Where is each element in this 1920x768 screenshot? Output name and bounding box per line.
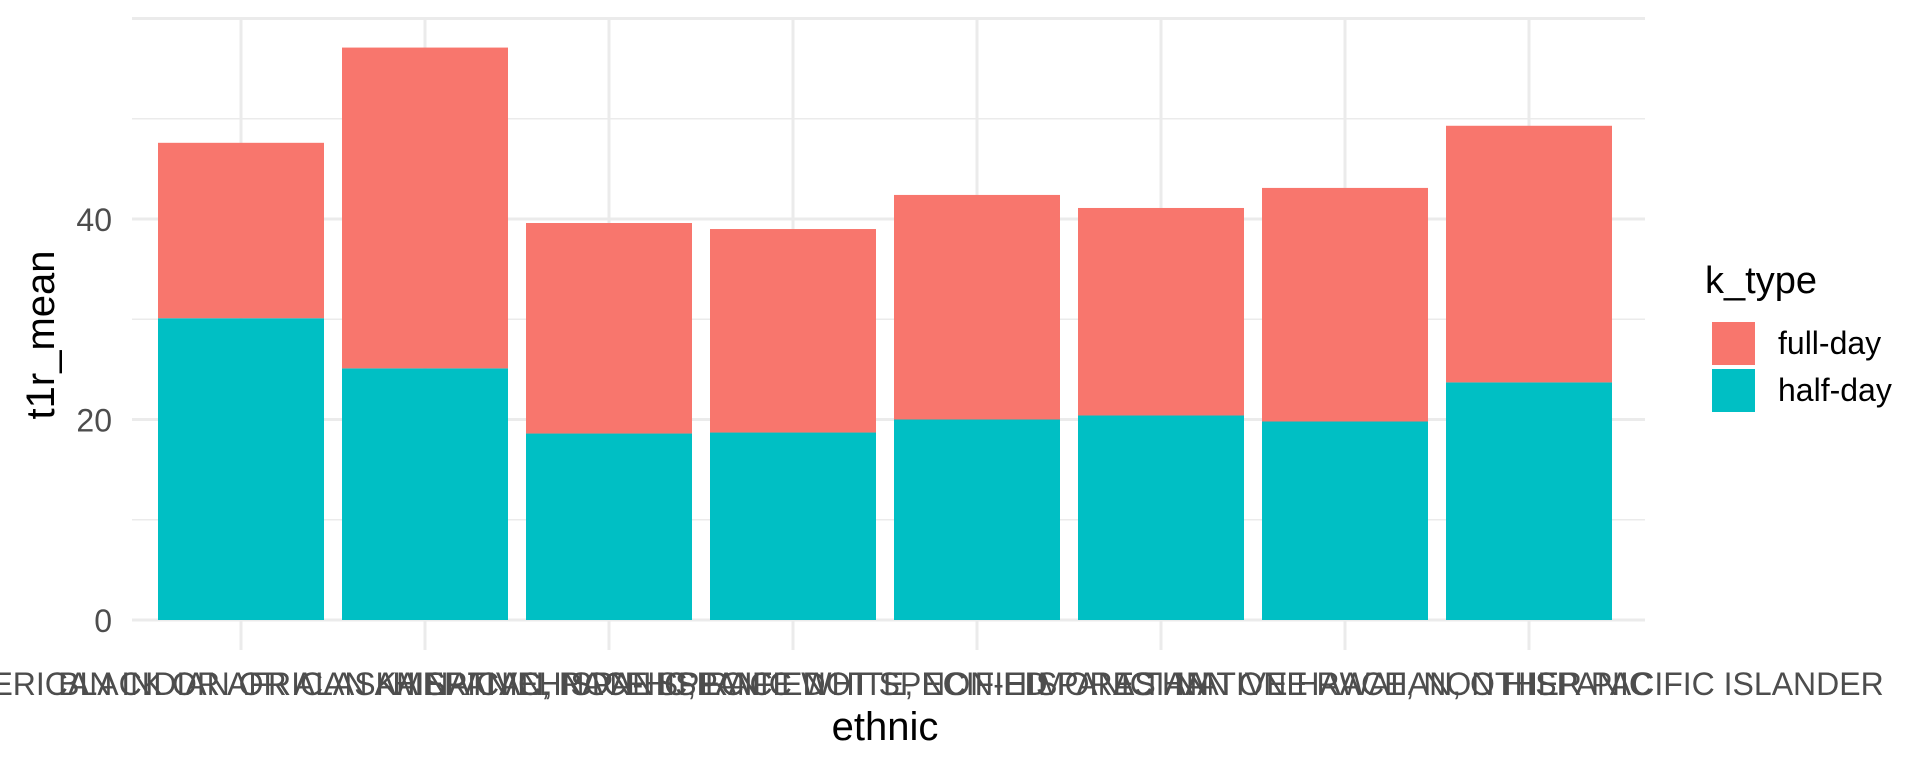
bar-half-day	[710, 432, 876, 620]
x-tick-label: HISPANIC, RACE SPECIFIED	[392, 666, 825, 702]
bar-full-day	[1446, 125, 1612, 383]
bar-half-day	[1078, 415, 1244, 620]
legend: k_type full-day half-day	[1705, 260, 1892, 412]
x-tick-label: AMERICAN INDIAN OR ALASKA NATIVE	[0, 666, 539, 702]
bar-full-day	[158, 142, 324, 319]
y-tick-label: 0	[94, 603, 112, 639]
x-tick-label: ASIAN	[1113, 666, 1209, 702]
bar-half-day	[526, 433, 692, 620]
x-tick-label: BLACK OR AFRICAN AMERICAN, NON-HISPANIC	[58, 666, 792, 702]
bar-full-day	[526, 223, 692, 434]
legend-label-half-day: half-day	[1778, 372, 1892, 408]
x-axis-title: ethnic	[832, 705, 939, 749]
legend-label-full-day: full-day	[1778, 325, 1881, 361]
legend-swatch-half-day	[1712, 369, 1755, 412]
bar-full-day	[894, 194, 1060, 420]
bar-half-day	[894, 419, 1060, 620]
bar-half-day	[1262, 421, 1428, 620]
bar-half-day	[1446, 382, 1612, 620]
bars	[158, 47, 1612, 620]
bar-half-day	[158, 318, 324, 620]
bar-full-day	[342, 47, 508, 369]
bar-full-day	[710, 229, 876, 433]
legend-title: k_type	[1705, 260, 1817, 302]
x-tick-label: HISPANIC, RACE NOT SPECIFIED	[538, 666, 1047, 702]
y-tick-label: 20	[76, 403, 112, 439]
bar-full-day	[1078, 207, 1244, 416]
legend-swatch-full-day	[1712, 322, 1755, 365]
y-tick-labels: 0 20 40	[76, 202, 112, 639]
bar-half-day	[342, 368, 508, 620]
x-tick-label: NATIVE HAWAIIAN, OTHER PACIFIC ISLANDER	[1174, 666, 1883, 702]
x-tick-label: MORE THAN ONE RACE, NON HISPANIC	[1038, 666, 1652, 702]
x-tick-label: WHITE, NON-HISPANIC	[801, 666, 1152, 702]
bar-full-day	[1262, 187, 1428, 422]
y-axis-title: t1r_mean	[19, 251, 63, 420]
y-tick-label: 40	[76, 202, 112, 238]
